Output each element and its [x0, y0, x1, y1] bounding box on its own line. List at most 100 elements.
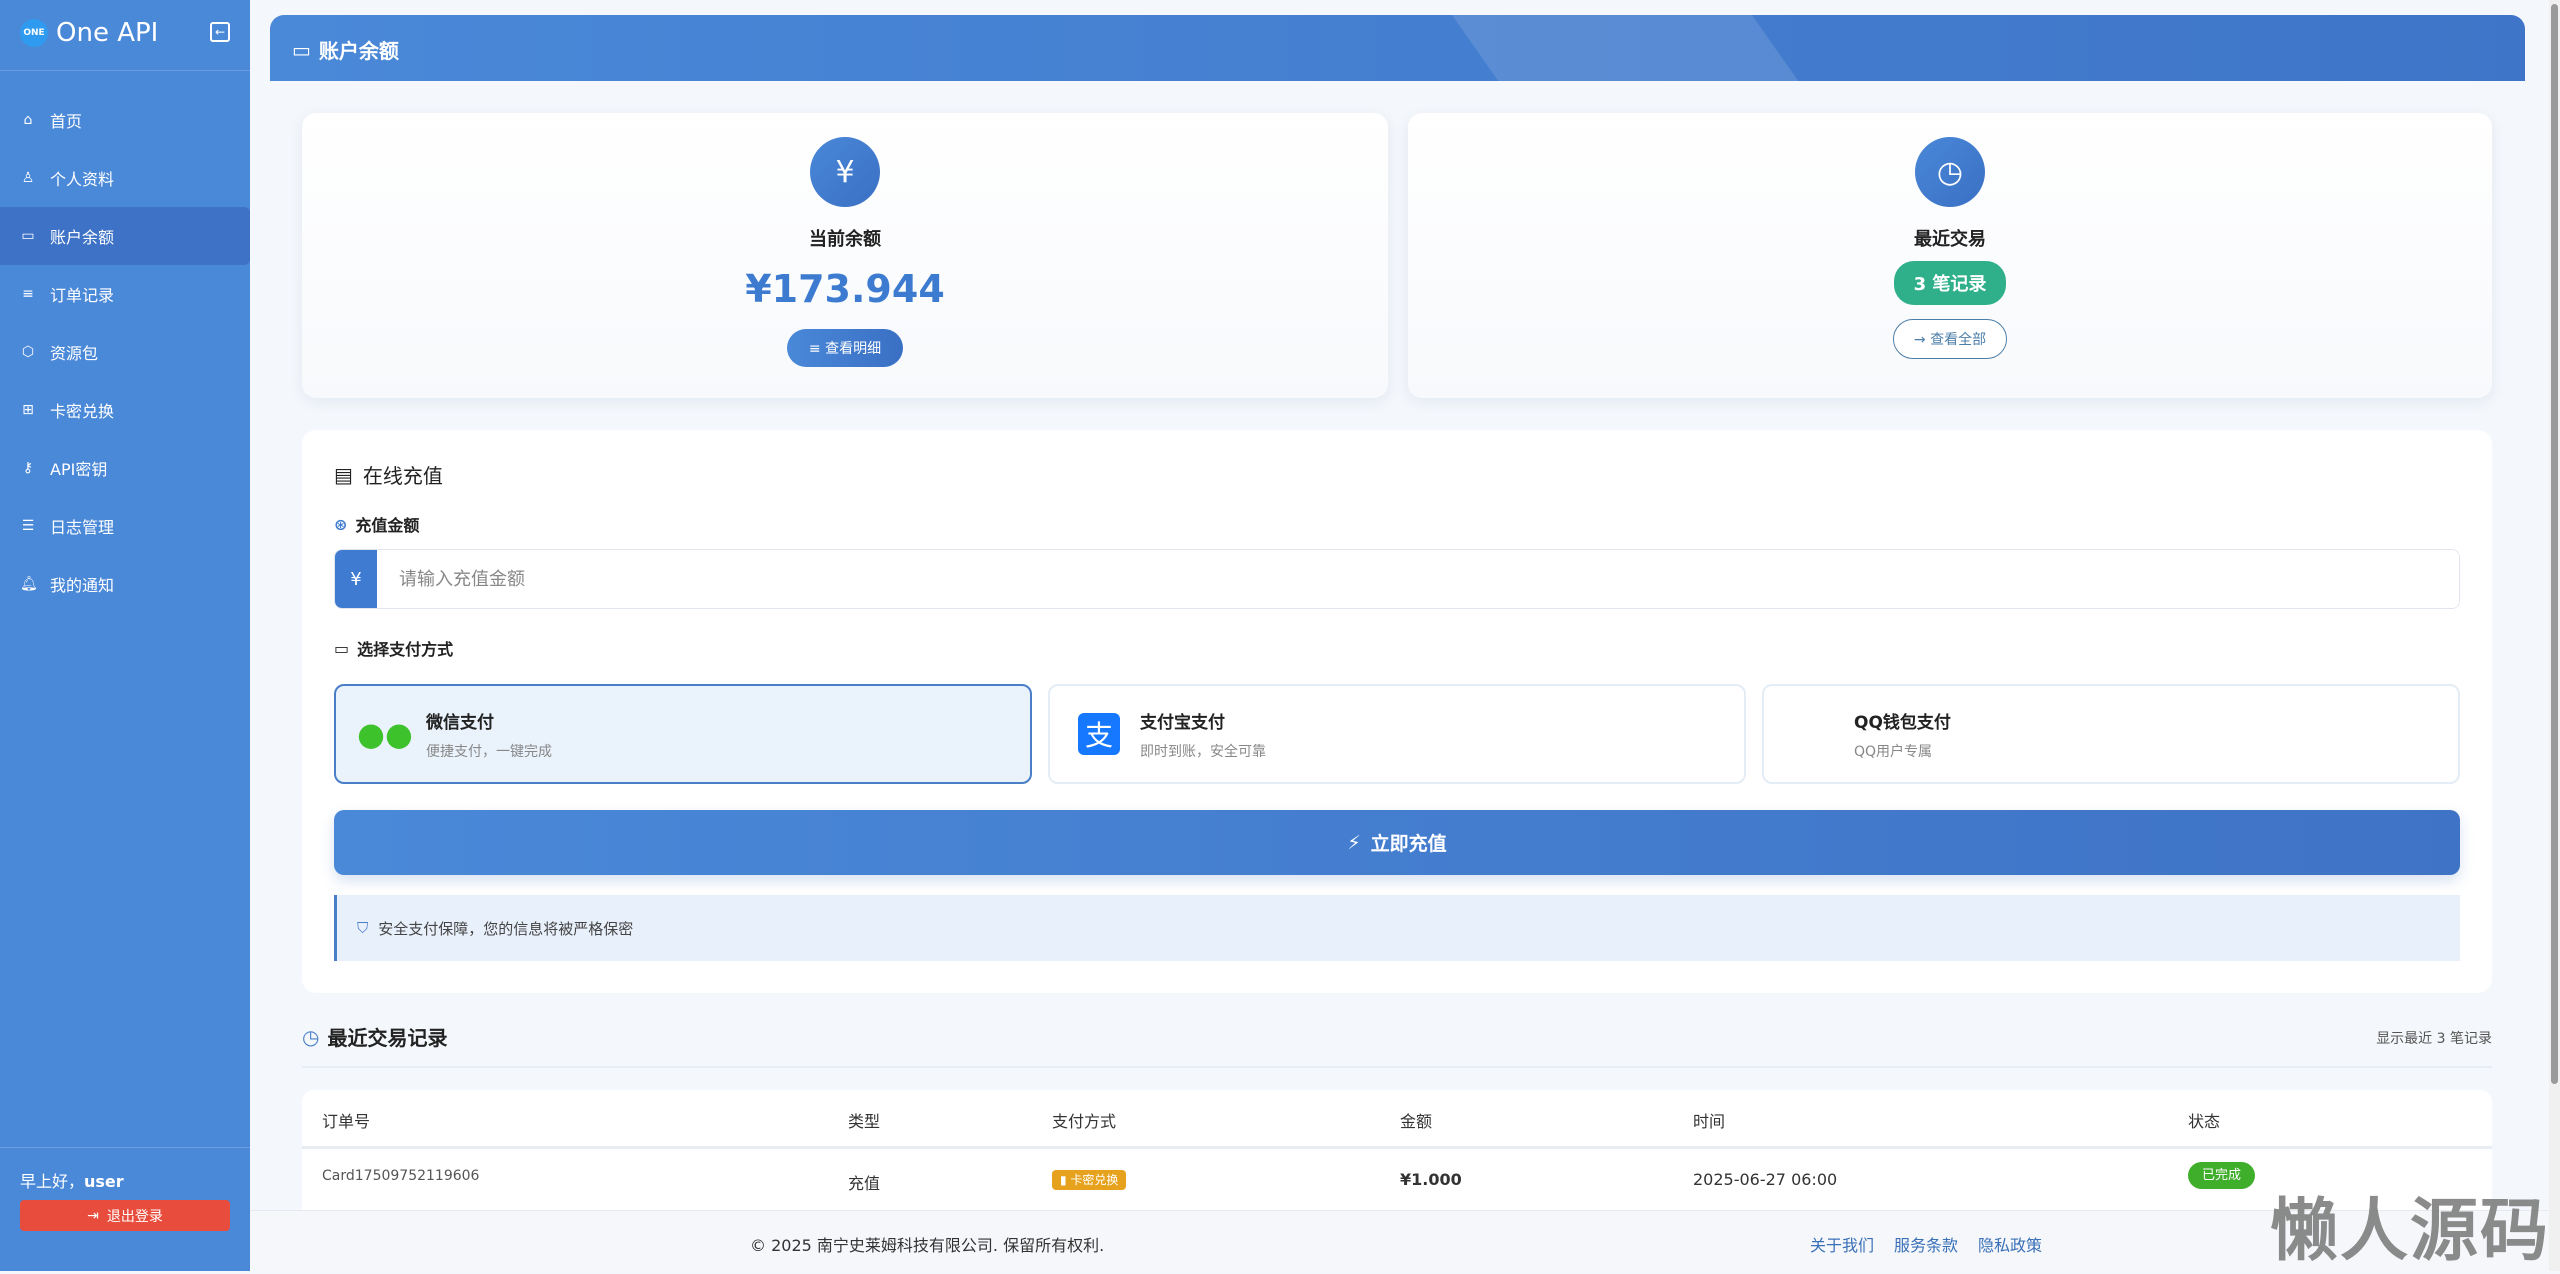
type: 充值 — [848, 1174, 881, 1193]
divider — [302, 1146, 2492, 1149]
security-notice: ⛉ 安全支付保障，您的信息将被严格保密 — [334, 895, 2460, 961]
recharge-now-button[interactable]: ⚡︎ 立即充值 — [334, 810, 2460, 875]
sidebar-item-orders[interactable]: ≡ 订单记录 — [0, 265, 250, 323]
amount-label-text: 充值金额 — [355, 516, 420, 535]
pay-desc: QQ用户专属 — [1854, 743, 1933, 760]
sidebar-item-label: 日志管理 — [50, 518, 115, 537]
watermark: 懒人源码 — [2270, 1192, 2551, 1271]
arrow-right-icon: → — [1913, 332, 1931, 348]
sidebar-item-label: 卡密兑换 — [50, 402, 115, 421]
view-all-button[interactable]: → 查看全部 — [1892, 319, 2008, 359]
column-header: 状态 — [2188, 1112, 2221, 1131]
view-all-label: 查看全部 — [1930, 332, 1987, 348]
transactions-title-text: 最近交易记录 — [327, 1026, 448, 1050]
column-header: 金额 — [1400, 1112, 1433, 1131]
transactions-title: ◷ 最近交易记录 — [302, 1022, 447, 1051]
greeting: 早上好，user — [20, 1168, 124, 1192]
sidebar-item-profile[interactable]: ♙ 个人资料 — [0, 149, 250, 207]
order-id: Card17509752119606 — [322, 1168, 480, 1184]
key-icon: ⚷ — [22, 460, 34, 476]
balance-card: ¥ 当前余额 ¥173.944 ≡ 查看明细 — [302, 113, 1388, 398]
qq-icon — [1792, 713, 1834, 755]
wallet-icon: ▭ — [334, 638, 350, 658]
amount-input[interactable] — [377, 550, 2459, 608]
logo[interactable]: ONE One API — [20, 18, 158, 48]
gift-icon: ⊞ — [22, 402, 34, 418]
sidebar-item-packages[interactable]: ⬡ 资源包 — [0, 323, 250, 381]
scrollbar-thumb[interactable] — [2551, 4, 2558, 1084]
clock-icon: ◷ — [1915, 137, 1985, 207]
wallet-icon: ▭ — [292, 37, 311, 62]
bell-icon: 🔔︎ — [20, 576, 38, 592]
pay-desc: 便捷支付，一键完成 — [426, 743, 552, 760]
transactions-table: 订单号 类型 支付方式 金额 时间 状态 Card17509752119606 … — [302, 1090, 2492, 1230]
sidebar-item-notifications[interactable]: 🔔︎ 我的通知 — [0, 555, 250, 613]
divider — [0, 1147, 250, 1148]
page-title: ▭ 账户余额 — [292, 35, 399, 64]
amount-field: ¥ — [334, 549, 2460, 609]
sidebar-nav: ⌂ 首页 ♙ 个人资料 ▭ 账户余额 ≡ 订单记录 ⬡ 资源包 ⊞ 卡密兑换 ⚷ API密钥 … — [0, 91, 250, 613]
payment-method-label: ▭ 选择支付方式 — [334, 636, 453, 660]
sidebar-item-logs[interactable]: ☰ 日志管理 — [0, 497, 250, 555]
record-count-badge: 3 笔记录 — [1893, 261, 2007, 305]
pay-option-wechat[interactable]: ●● 微信支付 便捷支付，一键完成 — [334, 684, 1032, 784]
recent-transactions-card: ◷ 最近交易 3 笔记录 → 查看全部 — [1408, 113, 2492, 398]
page-title-text: 账户余额 — [318, 39, 399, 63]
collapse-sidebar-icon[interactable]: ← — [210, 22, 230, 42]
pay-name: 支付宝支付 — [1140, 712, 1225, 733]
list-icon: ≡ — [22, 286, 34, 302]
amount-label: ⊛ 充值金额 — [334, 512, 419, 536]
username: user — [84, 1172, 124, 1191]
link-about[interactable]: 关于我们 — [1810, 1236, 1875, 1255]
sidebar-item-label: 资源包 — [50, 344, 99, 363]
decoration — [1437, 15, 1823, 81]
column-header: 类型 — [848, 1112, 881, 1131]
greeting-text: 早上好， — [20, 1172, 85, 1191]
pay-name: 微信支付 — [426, 712, 494, 733]
sidebar-item-redeem[interactable]: ⊞ 卡密兑换 — [0, 381, 250, 439]
copyright: © 2025 南宁史莱姆科技有限公司. 保留所有权利. — [750, 1236, 1105, 1255]
sidebar-item-label: 账户余额 — [50, 228, 115, 247]
lightning-icon: ⚡︎ — [1347, 831, 1361, 854]
logo-badge: ONE — [20, 19, 48, 47]
wallet-icon: ▭ — [21, 228, 35, 244]
recharge-now-label: 立即充值 — [1370, 833, 1447, 855]
view-details-button[interactable]: ≡ 查看明细 — [786, 329, 904, 367]
shield-icon: ⛉ — [357, 919, 369, 937]
link-privacy[interactable]: 隐私政策 — [1978, 1236, 2043, 1255]
status-badge: 已完成 — [2188, 1162, 2256, 1189]
credit-card-icon: ▤ — [334, 462, 353, 487]
money-icon: ⊛ — [334, 514, 348, 534]
sidebar-item-balance[interactable]: ▭ 账户余额 — [0, 207, 250, 265]
column-header: 支付方式 — [1052, 1112, 1117, 1131]
logout-icon: ⇥ — [87, 1207, 99, 1224]
pay-option-alipay[interactable]: 支 支付宝支付 即时到账，安全可靠 — [1048, 684, 1746, 784]
column-header: 订单号 — [322, 1112, 371, 1131]
sidebar-item-api-keys[interactable]: ⚷ API密钥 — [0, 439, 250, 497]
amount: ¥1.000 — [1400, 1170, 1462, 1189]
sidebar-item-label: API密钥 — [50, 460, 108, 479]
transactions-count: 显示最近 3 笔记录 — [2376, 1031, 2492, 1047]
user-icon: ♙ — [21, 170, 35, 186]
divider — [302, 1066, 2492, 1068]
sidebar-item-home[interactable]: ⌂ 首页 — [0, 91, 250, 149]
recharge-title-text: 在线充值 — [362, 464, 443, 488]
logout-button[interactable]: ⇥ 退出登录 — [20, 1200, 230, 1231]
balance-amount: ¥173.944 — [745, 267, 945, 311]
divider — [0, 70, 250, 71]
sidebar-item-label: 我的通知 — [50, 576, 115, 595]
footer: © 2025 南宁史莱姆科技有限公司. 保留所有权利. 关于我们 服务条款 隐私… — [250, 1210, 2550, 1271]
yen-icon: ¥ — [810, 137, 880, 207]
list-icon: ≡ — [808, 341, 826, 357]
pay-option-qq[interactable]: QQ钱包支付 QQ用户专属 — [1762, 684, 2460, 784]
pay-name: QQ钱包支付 — [1854, 712, 1951, 733]
column-header: 时间 — [1693, 1112, 1726, 1131]
method-text: 卡密兑换 — [1070, 1173, 1119, 1187]
sidebar-item-label: 首页 — [50, 112, 83, 131]
link-terms[interactable]: 服务条款 — [1894, 1236, 1959, 1255]
home-icon: ⌂ — [23, 112, 33, 128]
yen-prefix: ¥ — [335, 550, 377, 608]
notice-text: 安全支付保障，您的信息将被严格保密 — [378, 919, 634, 938]
logout-label: 退出登录 — [106, 1208, 163, 1225]
